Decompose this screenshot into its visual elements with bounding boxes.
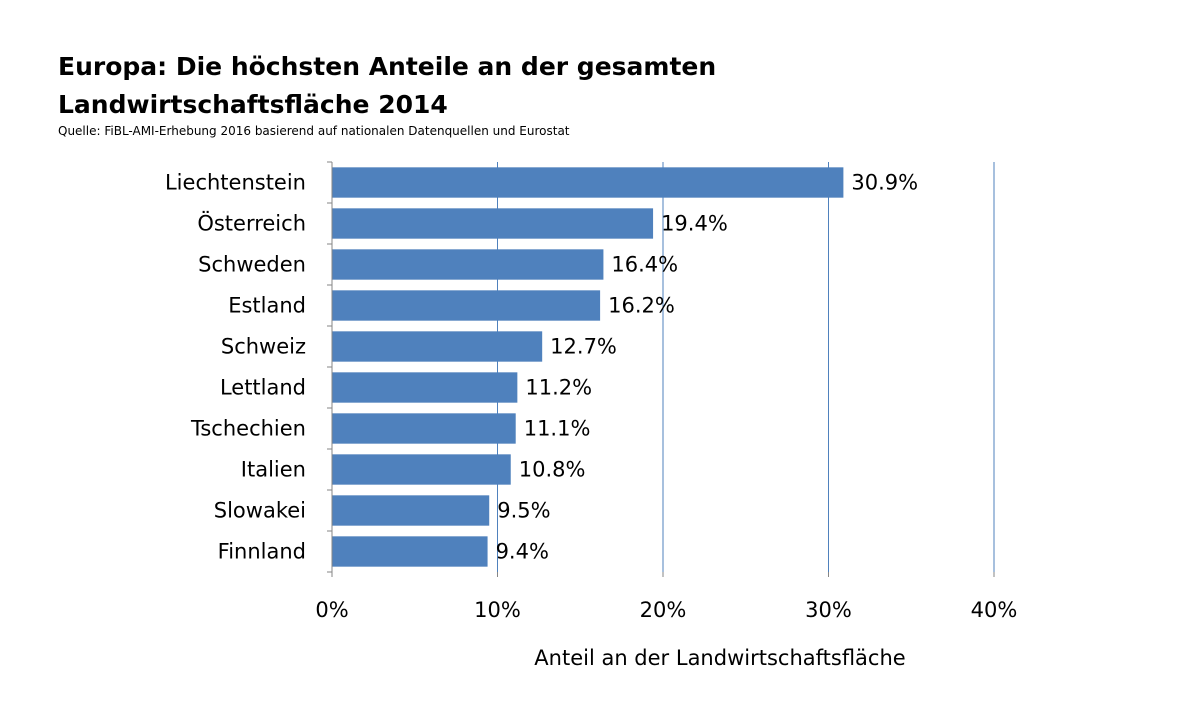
bar xyxy=(332,290,601,321)
data-label: 11.1% xyxy=(524,417,591,441)
chart-title-line-2: Landwirtschaftsfläche 2014 xyxy=(58,90,448,119)
data-label: 11.2% xyxy=(525,376,592,400)
bar xyxy=(332,413,516,444)
bar xyxy=(332,167,844,198)
x-tick-label: 40% xyxy=(971,598,1018,622)
chart-source: Quelle: FiBL-AMI-Erhebung 2016 basierend… xyxy=(58,124,570,138)
category-label: Schweden xyxy=(198,253,306,277)
category-label: Schweiz xyxy=(221,335,306,359)
data-label: 9.4% xyxy=(496,540,549,564)
bar xyxy=(332,208,654,239)
bar xyxy=(332,536,488,567)
category-label: Lettland xyxy=(220,376,306,400)
x-axis-title: Anteil an der Landwirtschaftsfläche xyxy=(534,646,905,670)
category-label: Italien xyxy=(241,458,306,482)
data-label: 16.4% xyxy=(611,253,678,277)
bar xyxy=(332,331,543,362)
category-label: Liechtenstein xyxy=(165,171,306,195)
data-label: 19.4% xyxy=(661,212,728,236)
bar xyxy=(332,249,604,280)
data-label: 10.8% xyxy=(519,458,586,482)
data-label: 16.2% xyxy=(608,294,675,318)
category-label: Estland xyxy=(228,294,306,318)
data-label: 30.9% xyxy=(851,171,918,195)
category-label: Tschechien xyxy=(190,417,306,441)
bar xyxy=(332,372,518,403)
x-tick-label: 10% xyxy=(474,598,521,622)
chart-title-line-1: Europa: Die höchsten Anteile an der gesa… xyxy=(58,52,717,81)
chart-title: Europa: Die höchsten Anteile an der gesa… xyxy=(58,48,716,124)
x-tick-label: 30% xyxy=(805,598,852,622)
category-label: Österreich xyxy=(197,211,306,236)
category-label: Finnland xyxy=(218,540,306,564)
bar xyxy=(332,454,511,485)
x-tick-label: 20% xyxy=(640,598,687,622)
bar xyxy=(332,495,490,526)
data-label: 12.7% xyxy=(550,335,617,359)
category-label: Slowakei xyxy=(214,499,306,523)
x-tick-label: 0% xyxy=(315,598,348,622)
data-label: 9.5% xyxy=(497,499,550,523)
